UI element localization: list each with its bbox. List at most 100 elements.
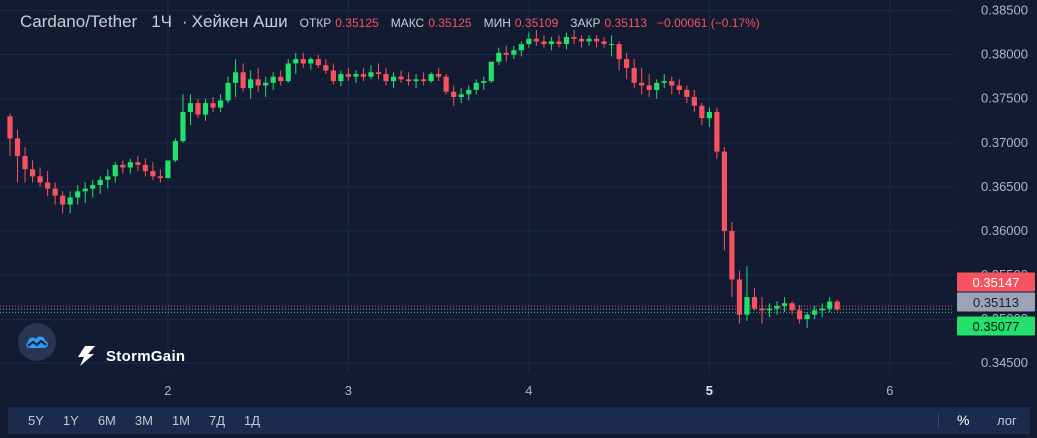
candle-down	[157, 169, 163, 183]
candle-body	[691, 96, 697, 106]
candle-body	[29, 169, 36, 177]
candle-body	[428, 74, 434, 82]
candle-body	[248, 79, 254, 89]
candle-body	[639, 82, 645, 86]
candle-down	[789, 301, 795, 315]
brand: StormGain	[76, 345, 185, 367]
candle-body	[360, 74, 367, 77]
period-1d-button[interactable]: 1Д	[244, 413, 261, 428]
period-6m-button[interactable]: 6M	[97, 413, 116, 428]
candle-down	[451, 85, 457, 106]
chart-area[interactable]: 0.345000.350000.355000.360000.365000.370…	[0, 0, 1037, 404]
price-label-ask: 0.35147	[973, 275, 1020, 290]
candle-up	[526, 32, 532, 48]
candle-down	[240, 63, 246, 92]
price-labels: 0.35147 0.35113 0.35077	[957, 272, 1035, 336]
candle-up	[774, 301, 780, 315]
candle-body	[105, 176, 111, 180]
candle-down	[684, 85, 690, 104]
time-tick-label: 3	[345, 383, 352, 398]
symbol-name[interactable]: Cardano/Tether	[20, 12, 138, 31]
period-7d-button[interactable]: 7Д	[209, 413, 226, 428]
brand-name: StormGain	[106, 347, 186, 365]
interval-label[interactable]: 1Ч	[151, 12, 172, 31]
candle-body	[202, 103, 209, 115]
candle-up	[548, 37, 555, 51]
lightning-icon	[78, 346, 95, 366]
candle-body	[827, 301, 833, 309]
log-scale-button[interactable]: лог	[997, 413, 1017, 428]
candle-up	[165, 160, 171, 179]
candle-down	[345, 67, 351, 82]
low-value: 0.35109	[514, 16, 559, 30]
candle-body	[195, 103, 201, 115]
time-axis: 2 3 4 5 6	[164, 383, 893, 398]
candle-down	[142, 158, 148, 177]
candle-body	[120, 164, 126, 168]
candle-down	[699, 103, 705, 126]
candle-down	[759, 297, 765, 324]
candle-up	[67, 191, 73, 214]
period-5y-button[interactable]: 5Y	[28, 413, 44, 428]
candle-body	[45, 182, 51, 189]
candle-body	[518, 44, 524, 51]
period-1y-button[interactable]: 1Y	[62, 413, 79, 428]
candle-body	[60, 195, 66, 205]
candle-body	[563, 37, 570, 45]
price-tick-label: 0.38000	[981, 47, 1028, 62]
candle-up	[766, 303, 773, 318]
candle-body	[390, 76, 397, 82]
price-label-bid: 0.35077	[973, 319, 1020, 334]
candle-body	[330, 70, 336, 82]
candle-down	[278, 70, 284, 86]
candlestick-chart[interactable]: 0.345000.350000.355000.360000.365000.370…	[0, 0, 1037, 404]
candle-body	[593, 38, 600, 42]
candle-body	[210, 103, 216, 108]
candle-body	[744, 297, 750, 315]
candle-body	[729, 230, 735, 280]
brand-logo-button[interactable]	[18, 323, 56, 361]
cloud-logo-icon	[26, 336, 48, 348]
candle-down	[751, 288, 758, 311]
candle-down	[210, 96, 216, 112]
grid	[0, 0, 954, 372]
candle-up	[233, 59, 239, 97]
candle-down	[676, 79, 682, 95]
candle-up	[172, 138, 179, 163]
candle-body	[541, 41, 547, 45]
price-tick-label: 0.34500	[981, 355, 1028, 370]
candles	[7, 29, 840, 328]
candle-body	[578, 38, 585, 42]
candle-down	[669, 76, 675, 95]
candle-body	[398, 76, 404, 80]
close-label: ЗАКР	[570, 16, 601, 30]
candle-body	[699, 105, 705, 119]
candle-body	[127, 162, 133, 168]
percent-scale-button[interactable]: %	[957, 412, 970, 428]
candle-up	[263, 76, 269, 97]
period-3m-button[interactable]: 3M	[134, 413, 153, 428]
candle-up	[248, 70, 254, 99]
candle-body	[278, 76, 284, 82]
candle-up	[112, 162, 118, 183]
candle-body	[669, 81, 675, 86]
chart-legend: Cardano/Tether 1Ч · Хейкен Аши ОТКР 0.35…	[20, 12, 760, 36]
price-axis-bg	[954, 0, 1037, 404]
candle-down	[691, 89, 697, 112]
candle-body	[7, 116, 13, 139]
time-tick-label: 6	[886, 383, 893, 398]
candle-body	[82, 188, 88, 192]
candle-down	[571, 29, 577, 45]
open-value: 0.35125	[335, 16, 379, 30]
candle-body	[293, 59, 299, 64]
period-1m-button[interactable]: 1M	[171, 413, 190, 428]
candle-body	[789, 303, 795, 311]
candle-body	[473, 82, 479, 90]
candle-body	[180, 111, 186, 142]
candle-body	[90, 185, 96, 189]
price-label-last-bg	[957, 292, 1035, 312]
chart-style-label[interactable]: Хейкен Аши	[191, 12, 288, 31]
candle-down	[383, 67, 389, 86]
candle-body	[52, 188, 58, 196]
candle-body	[255, 79, 261, 86]
